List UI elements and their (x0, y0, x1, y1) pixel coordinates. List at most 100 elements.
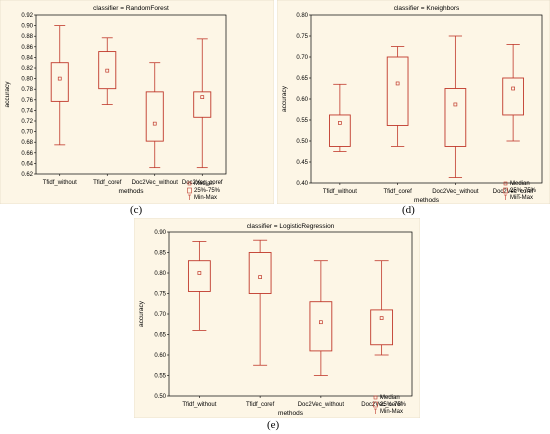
y-tick-label: 0.82 (21, 66, 33, 72)
median-point (511, 86, 515, 91)
box-doc2vec-without (309, 260, 333, 376)
y-tick-label: 0.65 (296, 76, 308, 82)
y-tick-label: 0.84 (21, 55, 33, 61)
y-tick-label: 0.45 (296, 160, 308, 166)
y-tick-label: 0.68 (21, 140, 33, 146)
x-tick-label: Tfidf_coref (246, 402, 275, 408)
boxplot-panel-randomforest: classifier = RandomForest 0.62 0.64 0.66 0.6… (0, 0, 274, 210)
box-tfidf-coref (248, 239, 272, 366)
y-tick-label: 0.92 (21, 13, 33, 19)
y-tick-label: 0.78 (21, 87, 33, 93)
median-point (197, 271, 202, 275)
caption-e: (e) (267, 419, 280, 431)
boxplot-chart-kneighbors: classifier = Kneighbors 0.40 0.45 0.50 0.55 0… (277, 0, 550, 204)
iqr-box (309, 301, 333, 352)
y-tick-label: 0.65 (154, 333, 166, 339)
y-tick-label: 0.74 (21, 108, 33, 114)
y-tick-label: 0.80 (296, 13, 308, 19)
legend-range-label: Min-Max (380, 409, 403, 415)
iqr-box (502, 77, 524, 116)
iqr-box (248, 252, 272, 294)
y-tick-label: 0.75 (296, 34, 308, 40)
median-point (395, 81, 400, 86)
iqr-box (187, 260, 211, 292)
median-point (57, 76, 62, 81)
x-tick-label: Tfidf_without (43, 180, 77, 186)
y-tick-label: 0.90 (154, 230, 166, 236)
y-tick-label: 0.86 (21, 45, 33, 51)
x-tick-label: Tfidf_coref (93, 180, 122, 186)
iqr-box (386, 56, 409, 126)
box-doc2vec-coref (193, 38, 212, 169)
x-axis-label: methods (278, 410, 304, 417)
chart-title: classifier = Kneighbors (394, 5, 460, 12)
x-tick-label: Doc2Vec_coref (493, 189, 534, 195)
median-point (152, 121, 157, 126)
y-tick-label: 0.70 (296, 55, 308, 61)
caption-d: (d) (402, 204, 415, 216)
iqr-box (444, 88, 467, 147)
y-tick-label: 0.55 (296, 118, 308, 124)
iqr-box (193, 91, 212, 118)
legend-box-icon (373, 401, 378, 408)
x-tick-label: Tfidf_coref (383, 189, 412, 195)
box-tfidf-coref (386, 46, 409, 147)
legend-median-label: Median (194, 181, 214, 187)
box-tfidf-without (187, 241, 211, 331)
median-point (379, 316, 384, 320)
box-doc2vec-without (145, 62, 164, 169)
median-point (105, 68, 110, 73)
x-tick-label: Doc2Vec_without (132, 180, 179, 186)
median-point (258, 275, 262, 279)
legend-range-label: Min-Max (510, 195, 533, 201)
box-doc2vec-without (444, 35, 467, 178)
legend-box-icon (187, 187, 192, 194)
iqr-box (370, 309, 394, 346)
median-point (338, 121, 342, 125)
x-tick-label: Doc2Vec_without (298, 402, 345, 408)
y-axis-label: accuracy (4, 81, 11, 108)
y-tick-label: 0.60 (154, 353, 166, 359)
legend-median-label: Median (510, 181, 530, 187)
y-tick-label: 0.64 (21, 161, 33, 167)
box-tfidf-coref (98, 37, 117, 105)
median-point (319, 320, 323, 325)
y-axis-label: accuracy (281, 85, 288, 112)
boxplot-chart-randomforest: classifier = RandomForest 0.62 0.64 0.66 0.6… (0, 0, 274, 204)
y-tick-label: 0.50 (154, 394, 166, 400)
y-tick-label: 0.76 (21, 98, 33, 104)
boxplot-chart-logisticregression: classifier = LogisticRegression 0.50 0.55 0… (134, 218, 420, 418)
y-axis-label: accuracy (138, 300, 145, 327)
box-doc2vec-coref (370, 260, 394, 356)
median-point (200, 95, 205, 100)
plot-frame (310, 14, 543, 184)
legend-median-icon (187, 181, 192, 186)
box-tfidf-without (50, 25, 69, 146)
x-tick-label: Doc2Vec_coref (182, 180, 223, 186)
boxplot-panel-kneighbors: classifier = Kneighbors 0.40 0.45 0.50 0.55 0… (277, 0, 550, 210)
x-axis-label: methods (414, 197, 440, 204)
y-tick-label: 0.75 (154, 292, 166, 298)
plot-frame (168, 231, 413, 397)
y-tick-label: 0.80 (21, 77, 33, 83)
median-point (453, 102, 458, 107)
chart-background (277, 0, 550, 204)
x-axis-label: methods (119, 188, 145, 195)
legend-median-icon (373, 395, 378, 400)
box-tfidf-without (329, 83, 351, 152)
iqr-box (145, 91, 164, 142)
iqr-box (98, 51, 117, 90)
y-tick-label: 0.70 (154, 312, 166, 318)
y-tick-label: 0.40 (296, 181, 308, 187)
y-tick-label: 0.55 (154, 374, 166, 380)
legend-median-label: Median (380, 395, 400, 401)
legend-iqr-label: 25%-75% (510, 188, 537, 194)
y-tick-label: 0.88 (21, 34, 33, 40)
box-doc2vec-coref (502, 44, 524, 142)
y-tick-label: 0.90 (21, 24, 33, 30)
caption-c: (c) (130, 204, 143, 216)
boxplot-panel-logisticregression: classifier = LogisticRegression 0.50 0.55 0… (134, 218, 420, 434)
iqr-box (50, 62, 69, 102)
